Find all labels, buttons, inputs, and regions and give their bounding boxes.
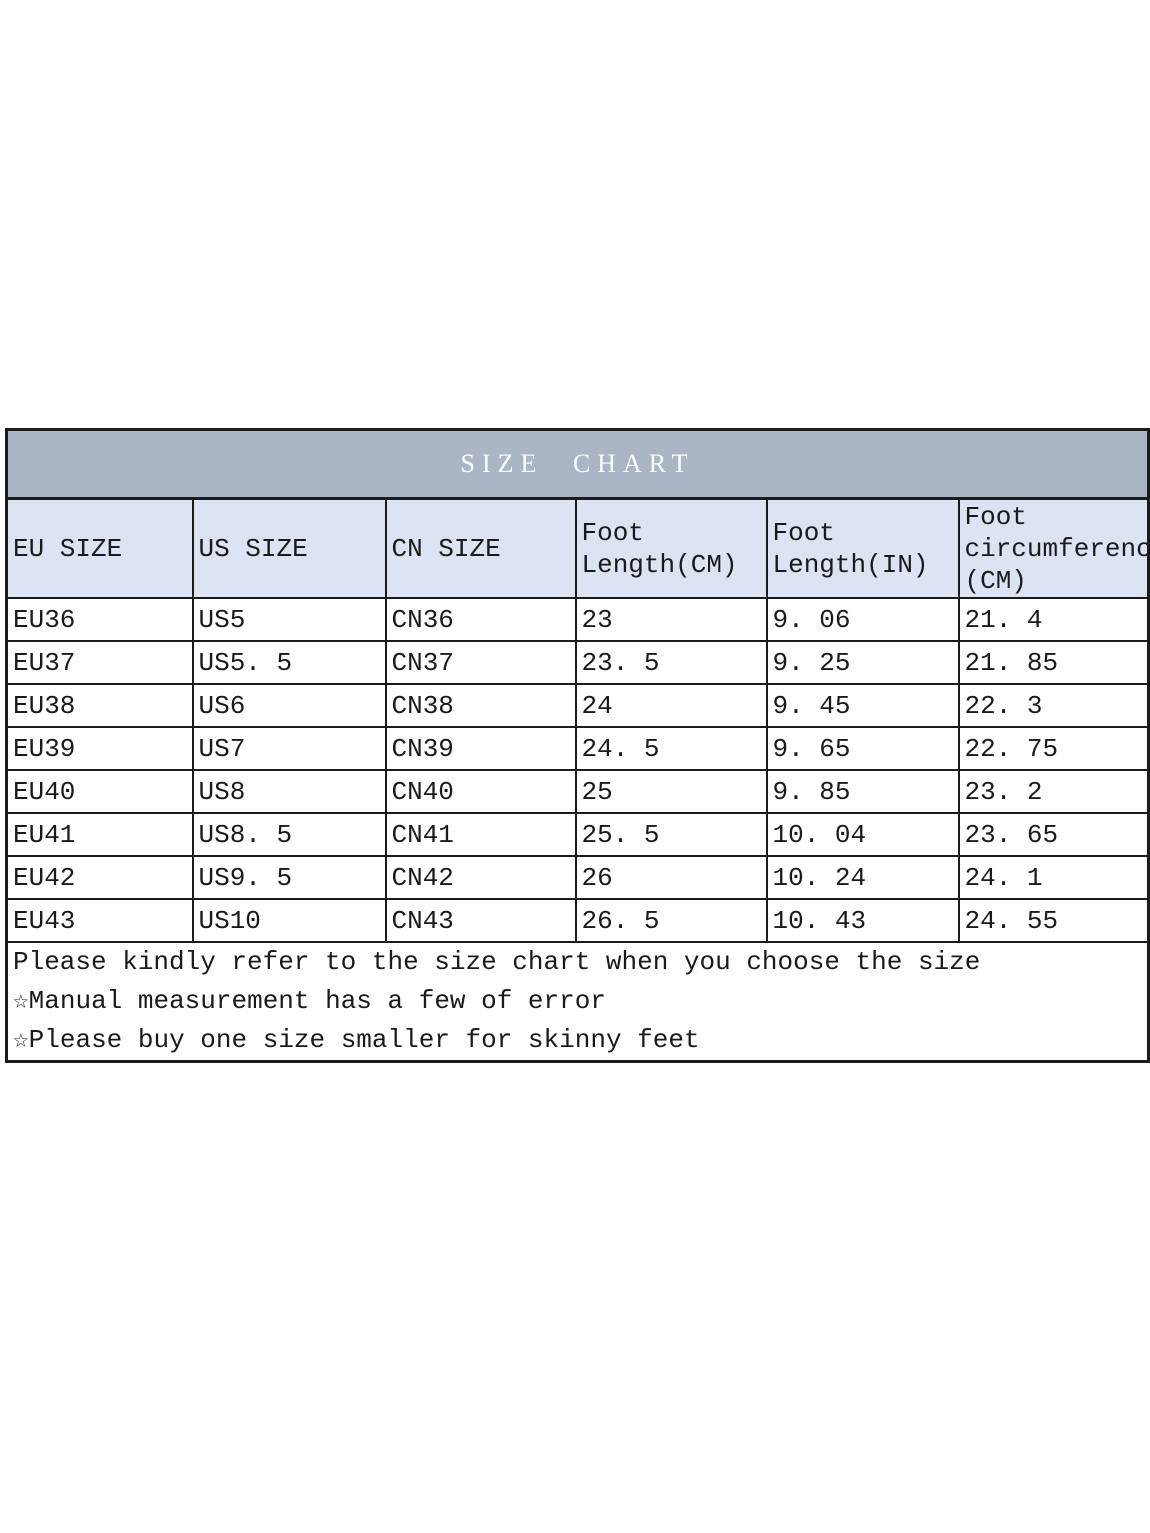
cell-cn-size: CN42 xyxy=(384,855,577,900)
header-eu-size: EU SIZE xyxy=(5,497,194,599)
note-line-1: Please kindly refer to the size chart wh… xyxy=(13,947,981,977)
cell-us-size: US5 xyxy=(191,597,387,642)
cell-foot-length-in: 9. 45 xyxy=(765,683,960,728)
cell-us-size: US8 xyxy=(191,769,387,814)
header-row: EU SIZE US SIZE CN SIZE Foot Length(CM) … xyxy=(5,497,1150,599)
header-cn-size: CN SIZE xyxy=(384,497,577,599)
cell-foot-length-cm: 26 xyxy=(574,855,768,900)
cell-eu-size: EU43 xyxy=(5,898,194,943)
cell-us-size: US6 xyxy=(191,683,387,728)
note-line-2: ☆Manual measurement has a few of error xyxy=(13,986,606,1016)
cell-us-size: US10 xyxy=(191,898,387,943)
cell-us-size: US7 xyxy=(191,726,387,771)
notes-cell: Please kindly refer to the size chart wh… xyxy=(5,941,1150,1063)
cell-foot-circumference: 23. 65 xyxy=(957,812,1150,857)
cell-cn-size: CN40 xyxy=(384,769,577,814)
cell-cn-size: CN37 xyxy=(384,640,577,685)
cell-foot-length-in: 9. 06 xyxy=(765,597,960,642)
header-foot-length-cm: Foot Length(CM) xyxy=(574,497,768,599)
header-foot-circumference-cm: Foot circumference (CM) xyxy=(957,497,1150,599)
table-row: EU39 US7 CN39 24. 5 9. 65 22. 75 xyxy=(5,726,1150,771)
table-row: EU40 US8 CN40 25 9. 85 23. 2 xyxy=(5,769,1150,814)
table-row: EU42 US9. 5 CN42 26 10. 24 24. 1 xyxy=(5,855,1150,900)
cell-eu-size: EU40 xyxy=(5,769,194,814)
cell-us-size: US5. 5 xyxy=(191,640,387,685)
cell-foot-length-in: 9. 85 xyxy=(765,769,960,814)
cell-foot-circumference: 23. 2 xyxy=(957,769,1150,814)
cell-foot-circumference: 22. 75 xyxy=(957,726,1150,771)
title-row: SIZE CHART xyxy=(5,428,1150,500)
cell-cn-size: CN38 xyxy=(384,683,577,728)
cell-us-size: US9. 5 xyxy=(191,855,387,900)
cell-foot-length-in: 10. 24 xyxy=(765,855,960,900)
cell-foot-length-cm: 23. 5 xyxy=(574,640,768,685)
cell-foot-length-cm: 26. 5 xyxy=(574,898,768,943)
cell-foot-circumference: 21. 85 xyxy=(957,640,1150,685)
cell-foot-length-cm: 24. 5 xyxy=(574,726,768,771)
table-row: EU43 US10 CN43 26. 5 10. 43 24. 55 xyxy=(5,898,1150,943)
notes-row: Please kindly refer to the size chart wh… xyxy=(5,941,1150,1063)
table-row: EU41 US8. 5 CN41 25. 5 10. 04 23. 65 xyxy=(5,812,1150,857)
cell-cn-size: CN43 xyxy=(384,898,577,943)
cell-foot-length-cm: 25. 5 xyxy=(574,812,768,857)
cell-eu-size: EU41 xyxy=(5,812,194,857)
cell-foot-circumference: 21. 4 xyxy=(957,597,1150,642)
cell-foot-length-cm: 24 xyxy=(574,683,768,728)
cell-eu-size: EU37 xyxy=(5,640,194,685)
cell-cn-size: CN39 xyxy=(384,726,577,771)
table-row: EU36 US5 CN36 23 9. 06 21. 4 xyxy=(5,597,1150,642)
cell-foot-length-in: 10. 43 xyxy=(765,898,960,943)
cell-cn-size: CN36 xyxy=(384,597,577,642)
table-row: EU37 US5. 5 CN37 23. 5 9. 25 21. 85 xyxy=(5,640,1150,685)
cell-eu-size: EU42 xyxy=(5,855,194,900)
cell-foot-circumference: 24. 55 xyxy=(957,898,1150,943)
header-foot-length-in: Foot Length(IN) xyxy=(765,497,960,599)
cell-foot-length-cm: 25 xyxy=(574,769,768,814)
table-row: EU38 US6 CN38 24 9. 45 22. 3 xyxy=(5,683,1150,728)
header-us-size: US SIZE xyxy=(191,497,387,599)
size-chart-table: SIZE CHART EU SIZE US SIZE CN SIZE Foot … xyxy=(5,428,1150,1063)
cell-foot-length-in: 9. 65 xyxy=(765,726,960,771)
cell-eu-size: EU38 xyxy=(5,683,194,728)
cell-foot-circumference: 22. 3 xyxy=(957,683,1150,728)
page-title: SIZE CHART xyxy=(5,428,1150,500)
cell-foot-length-cm: 23 xyxy=(574,597,768,642)
note-line-3: ☆Please buy one size smaller for skinny … xyxy=(13,1025,700,1055)
cell-eu-size: EU36 xyxy=(5,597,194,642)
cell-cn-size: CN41 xyxy=(384,812,577,857)
cell-foot-length-in: 9. 25 xyxy=(765,640,960,685)
cell-foot-length-in: 10. 04 xyxy=(765,812,960,857)
cell-eu-size: EU39 xyxy=(5,726,194,771)
cell-us-size: US8. 5 xyxy=(191,812,387,857)
cell-foot-circumference: 24. 1 xyxy=(957,855,1150,900)
